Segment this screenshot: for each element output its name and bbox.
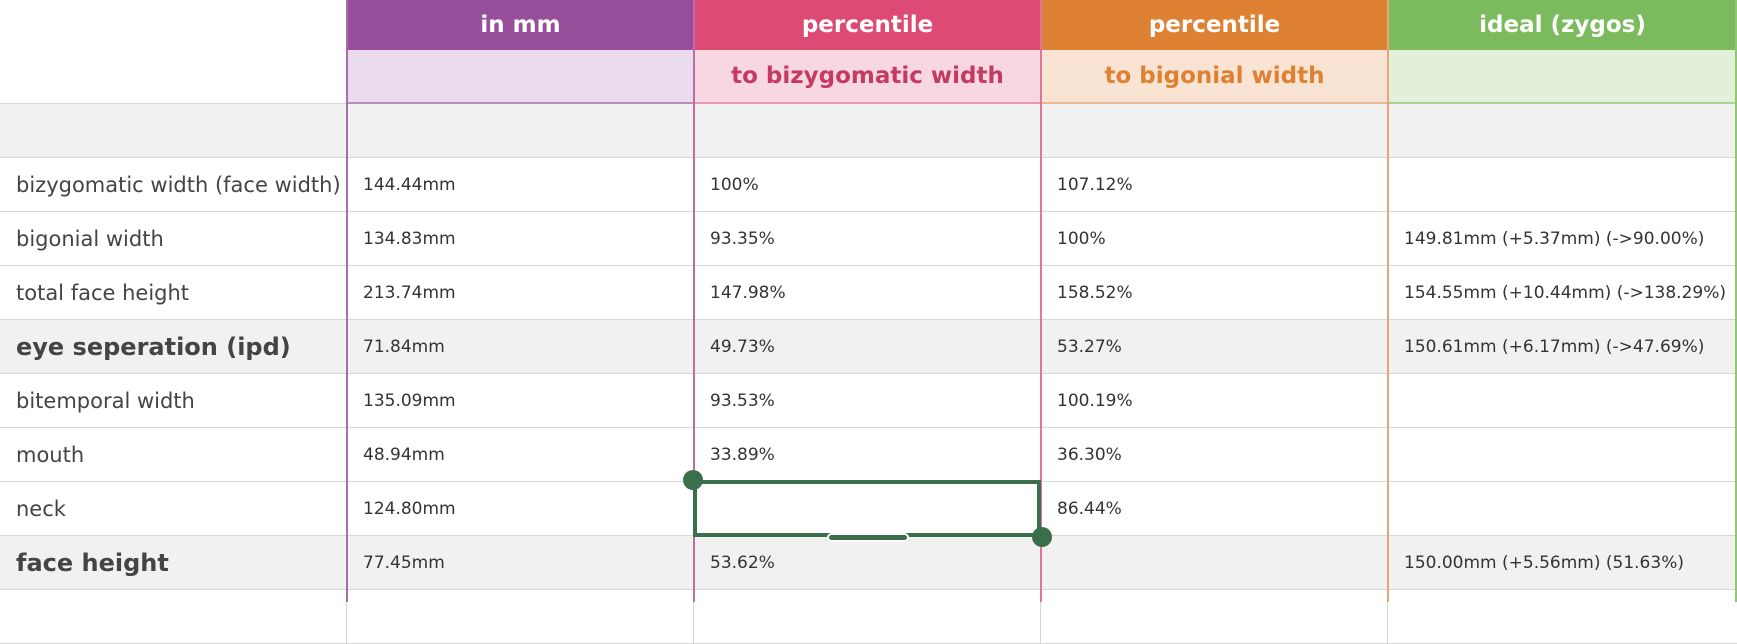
cell-ideal[interactable]: 150.00mm (+5.56mm) (51.63%) (1388, 536, 1737, 590)
table-row: eye seperation (ipd) 71.84mm 49.73% 53.2… (0, 320, 1737, 374)
cell-bigonial-pct[interactable]: 86.44% (1041, 482, 1388, 536)
header-percentile-bigonial[interactable]: percentile (1041, 0, 1388, 50)
cell-bizygomatic-pct[interactable] (694, 590, 1041, 644)
column-divider-right-edge (1735, 0, 1737, 602)
cell-bigonial-pct[interactable]: 107.12% (1041, 158, 1388, 212)
header-corner-sub (0, 50, 347, 104)
row-label[interactable]: face height (0, 536, 347, 590)
table-row: bigonial width 134.83mm 93.35% 100% 149.… (0, 212, 1737, 266)
subheader-to-bizygomatic-width[interactable]: to bizygomatic width (694, 50, 1041, 104)
cell-ideal[interactable]: 149.81mm (+5.37mm) (->90.00%) (1388, 212, 1737, 266)
table-row-partial (0, 590, 1737, 644)
cell-in-mm[interactable] (347, 104, 694, 158)
row-label[interactable]: eye seperation (ipd) (0, 320, 347, 374)
cell-ideal[interactable] (1388, 158, 1737, 212)
cell-bigonial-pct[interactable] (1041, 104, 1388, 158)
cell-bigonial-pct[interactable] (1041, 536, 1388, 590)
cell-ideal[interactable]: 150.61mm (+6.17mm) (->47.69%) (1388, 320, 1737, 374)
column-divider-bizygomatic (693, 0, 695, 602)
cell-bigonial-pct[interactable]: 100% (1041, 212, 1388, 266)
table-row: bitemporal width 135.09mm 93.53% 100.19% (0, 374, 1737, 428)
header-row-subtitles: to bizygomatic width to bigonial width (0, 50, 1737, 104)
table-row: bizygomatic width (face width) 144.44mm … (0, 158, 1737, 212)
cell-bigonial-pct[interactable] (1041, 590, 1388, 644)
subheader-to-bigonial-width[interactable]: to bigonial width (1041, 50, 1388, 104)
cell-bigonial-pct[interactable]: 36.30% (1041, 428, 1388, 482)
row-label[interactable]: neck (0, 482, 347, 536)
table-row: total face height 213.74mm 147.98% 158.5… (0, 266, 1737, 320)
cell-bizygomatic-pct[interactable]: 93.35% (694, 212, 1041, 266)
row-label[interactable]: total face height (0, 266, 347, 320)
row-label[interactable]: bigonial width (0, 212, 347, 266)
cell-ideal[interactable] (1388, 104, 1737, 158)
header-ideal-zygos[interactable]: ideal (zygos) (1388, 0, 1737, 50)
subheader-ideal[interactable] (1388, 50, 1737, 104)
row-label[interactable]: bizygomatic width (face width) (0, 158, 347, 212)
cell-bigonial-pct[interactable]: 53.27% (1041, 320, 1388, 374)
cell-in-mm[interactable] (347, 590, 694, 644)
cell-bizygomatic-pct[interactable]: 49.73% (694, 320, 1041, 374)
column-divider-ideal (1387, 0, 1389, 602)
cell-bizygomatic-pct[interactable]: 53.62% (694, 536, 1041, 590)
cell-ideal[interactable] (1388, 374, 1737, 428)
row-label[interactable] (0, 104, 347, 158)
table-row: face height 77.45mm 53.62% 150.00mm (+5.… (0, 536, 1737, 590)
cell-bizygomatic-pct[interactable] (694, 104, 1041, 158)
row-label[interactable]: mouth (0, 428, 347, 482)
selection-handle-bottom-right[interactable] (1032, 527, 1052, 547)
cell-in-mm[interactable]: 134.83mm (347, 212, 694, 266)
header-row-titles: in mm percentile percentile ideal (zygos… (0, 0, 1737, 50)
cell-bigonial-pct[interactable]: 100.19% (1041, 374, 1388, 428)
cell-in-mm[interactable]: 77.45mm (347, 536, 694, 590)
subheader-in-mm[interactable] (347, 50, 694, 104)
header-in-mm[interactable]: in mm (347, 0, 694, 50)
selection-fill-handle[interactable] (827, 533, 909, 542)
row-label[interactable]: bitemporal width (0, 374, 347, 428)
cell-ideal[interactable] (1388, 590, 1737, 644)
cell-bizygomatic-pct[interactable]: 93.53% (694, 374, 1041, 428)
cell-bigonial-pct[interactable]: 158.52% (1041, 266, 1388, 320)
cell-in-mm[interactable]: 135.09mm (347, 374, 694, 428)
cell-ideal[interactable] (1388, 428, 1737, 482)
header-corner (0, 0, 347, 50)
cell-in-mm[interactable]: 144.44mm (347, 158, 694, 212)
cell-bizygomatic-pct[interactable]: 33.89% (694, 428, 1041, 482)
table-row: mouth 48.94mm 33.89% 36.30% (0, 428, 1737, 482)
cell-in-mm[interactable]: 124.80mm (347, 482, 694, 536)
row-label[interactable] (0, 590, 347, 644)
cell-ideal[interactable] (1388, 482, 1737, 536)
cell-in-mm[interactable]: 48.94mm (347, 428, 694, 482)
cell-in-mm[interactable]: 213.74mm (347, 266, 694, 320)
cell-selection-box[interactable] (693, 480, 1041, 537)
cell-in-mm[interactable]: 71.84mm (347, 320, 694, 374)
cell-bizygomatic-pct[interactable]: 147.98% (694, 266, 1041, 320)
cell-ideal[interactable]: 154.55mm (+10.44mm) (->138.29%) (1388, 266, 1737, 320)
selection-handle-top-left[interactable] (683, 470, 703, 490)
column-divider-in-mm (346, 0, 348, 602)
header-percentile-bizygomatic[interactable]: percentile (694, 0, 1041, 50)
column-divider-bigonial (1040, 0, 1042, 602)
table-row (0, 104, 1737, 158)
cell-bizygomatic-pct[interactable]: 100% (694, 158, 1041, 212)
